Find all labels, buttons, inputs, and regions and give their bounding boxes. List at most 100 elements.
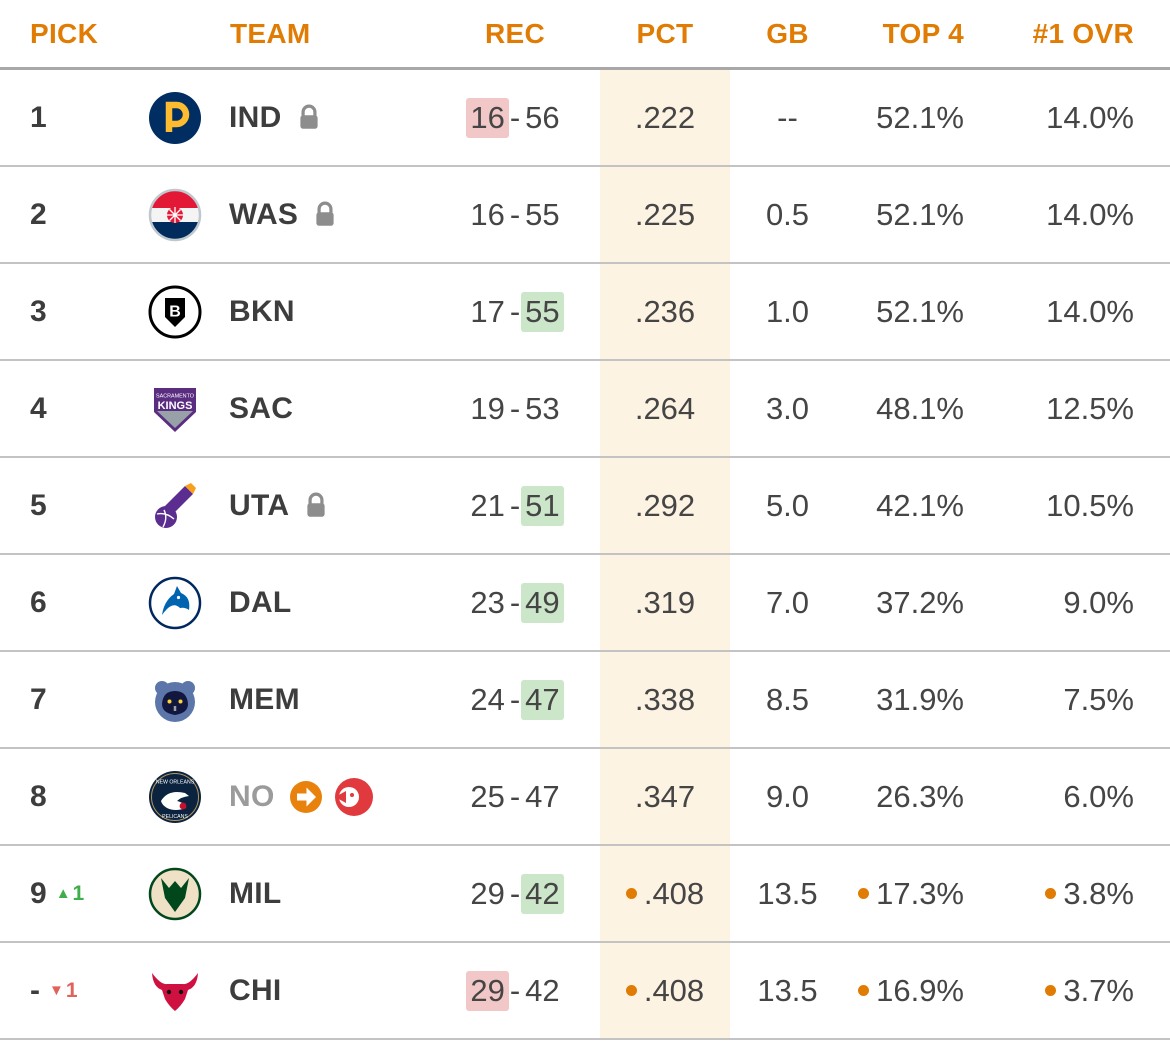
gb-value: 1.0 bbox=[765, 293, 810, 329]
record-losses: 49 bbox=[521, 582, 564, 623]
table-row[interactable]: 4 SACRAMENTO KINGS SAC 19-53 .264 3.0 48.… bbox=[0, 361, 1170, 458]
team-cell: B BKN bbox=[135, 264, 430, 359]
pct-cell: .347 bbox=[600, 749, 730, 844]
table-row[interactable]: 2 WAS 16-55 .225 0.5 52.1% 14.0% bbox=[0, 167, 1170, 264]
header-top4[interactable]: TOP 4 bbox=[882, 17, 964, 49]
record-dash: - bbox=[509, 584, 521, 620]
pct-cell: .408 bbox=[600, 846, 730, 941]
tie-dot-icon bbox=[625, 888, 637, 899]
pick-cell: 5 bbox=[0, 458, 135, 553]
pick-number: 1 bbox=[30, 100, 47, 134]
svg-text:PELICANS: PELICANS bbox=[162, 814, 188, 820]
team-cell: NEW ORLEANS PELICANS NO bbox=[135, 749, 430, 844]
record-dash: - bbox=[509, 972, 521, 1008]
top4-value: 17.3% bbox=[876, 875, 964, 911]
pick-number: 3 bbox=[30, 294, 47, 328]
gb-cell: 13.5 bbox=[730, 943, 845, 1038]
header-pct[interactable]: PCT bbox=[636, 17, 694, 49]
top4-value: 52.1% bbox=[876, 99, 964, 135]
record-dash: - bbox=[509, 293, 521, 329]
tie-dot-icon bbox=[625, 985, 637, 996]
top4-value: 52.1% bbox=[876, 196, 964, 232]
record-wins: 29 bbox=[466, 970, 509, 1011]
number-one-cell: 3.7% bbox=[1000, 943, 1170, 1038]
trade-arrow-icon bbox=[289, 780, 323, 814]
no-pelicans-logo: NEW ORLEANS PELICANS bbox=[147, 769, 203, 825]
movement-arrow-icon: ▲ bbox=[55, 885, 71, 902]
gb-value: 5.0 bbox=[765, 487, 810, 523]
record-wins: 19 bbox=[470, 390, 505, 426]
atl-hawks-logo[interactable] bbox=[333, 776, 375, 818]
pct-cell: .292 bbox=[600, 458, 730, 553]
gb-cell: 0.5 bbox=[730, 167, 845, 262]
pct-value: .408 bbox=[643, 875, 705, 911]
record-dash: - bbox=[509, 196, 521, 232]
pct-value: .222 bbox=[634, 99, 696, 135]
team-abbr[interactable]: MEM bbox=[229, 682, 300, 716]
chi-bulls-logo bbox=[147, 963, 203, 1019]
top4-cell: 31.9% bbox=[845, 652, 1000, 747]
table-row[interactable]: 6 DAL 23-49 .319 7.0 37.2% 9.0% bbox=[0, 555, 1170, 652]
lock-icon bbox=[303, 492, 329, 520]
gb-cell: 8.5 bbox=[730, 652, 845, 747]
top4-value: 26.3% bbox=[876, 778, 964, 814]
record-wins: 16 bbox=[466, 97, 509, 138]
team-abbr[interactable]: CHI bbox=[229, 973, 282, 1007]
team-abbr[interactable]: DAL bbox=[229, 585, 292, 619]
tie-dot-icon bbox=[1045, 888, 1057, 899]
pct-value: .225 bbox=[634, 196, 696, 232]
pct-value: .236 bbox=[634, 293, 696, 329]
table-row[interactable]: 1 IND 16-56 .222 -- 52.1% 14.0% bbox=[0, 70, 1170, 167]
gb-value: 7.0 bbox=[765, 584, 810, 620]
record-dash: - bbox=[509, 875, 521, 911]
number-one-cell: 14.0% bbox=[1000, 264, 1170, 359]
gb-cell: 7.0 bbox=[730, 555, 845, 650]
table-row[interactable]: 9 ▲ 1 MIL 29-42 .408 13.5 17.3% 3.8% bbox=[0, 846, 1170, 943]
tie-dot-icon bbox=[858, 888, 870, 899]
pick-cell: 8 bbox=[0, 749, 135, 844]
record-wins: 16 bbox=[470, 196, 505, 232]
team-abbr[interactable]: SAC bbox=[229, 391, 294, 425]
number-one-cell: 14.0% bbox=[1000, 167, 1170, 262]
gb-cell: 9.0 bbox=[730, 749, 845, 844]
table-header: PICK TEAM REC PCT GB TOP 4 #1 OVR bbox=[0, 0, 1170, 70]
table-row[interactable]: - ▼ 1 CHI 29-42 .408 13.5 16.9% 3.7% bbox=[0, 943, 1170, 1040]
header-pick[interactable]: PICK bbox=[30, 17, 99, 49]
record-wins: 24 bbox=[470, 681, 505, 717]
number-one-cell: 14.0% bbox=[1000, 70, 1170, 165]
team-abbr[interactable]: MIL bbox=[229, 876, 282, 910]
top4-value: 42.1% bbox=[876, 487, 964, 523]
record-losses: 51 bbox=[521, 485, 564, 526]
number-one-cell: 7.5% bbox=[1000, 652, 1170, 747]
table-row[interactable]: 5 UTA 21-51 .292 5.0 42.1% 10.5% bbox=[0, 458, 1170, 555]
pick-cell: 2 bbox=[0, 167, 135, 262]
record-cell: 17-55 bbox=[430, 264, 600, 359]
record-losses: 42 bbox=[521, 873, 564, 914]
pct-cell: .225 bbox=[600, 167, 730, 262]
record-losses: 42 bbox=[525, 972, 560, 1008]
table-row[interactable]: 8 NEW ORLEANS PELICANS NO 25-47 .347 9.0 … bbox=[0, 749, 1170, 846]
table-row[interactable]: 3 B BKN 17-55 .236 1.0 52.1% 14.0% bbox=[0, 264, 1170, 361]
header-rec[interactable]: REC bbox=[484, 17, 546, 49]
table-row[interactable]: 7 MEM 24-47 .338 8.5 31.9% 7.5% bbox=[0, 652, 1170, 749]
pct-cell: .408 bbox=[600, 943, 730, 1038]
header-team[interactable]: TEAM bbox=[230, 17, 311, 49]
number-one-value: 14.0% bbox=[1046, 293, 1134, 329]
gb-cell: 1.0 bbox=[730, 264, 845, 359]
header-number-one-overall[interactable]: #1 OVR bbox=[1032, 17, 1134, 49]
record-dash: - bbox=[509, 778, 521, 814]
team-abbr[interactable]: IND bbox=[229, 100, 282, 134]
team-abbr[interactable]: UTA bbox=[229, 488, 290, 522]
top4-value: 16.9% bbox=[876, 972, 964, 1008]
number-one-cell: 6.0% bbox=[1000, 749, 1170, 844]
pct-cell: .222 bbox=[600, 70, 730, 165]
team-cell: IND bbox=[135, 70, 430, 165]
header-gb[interactable]: GB bbox=[766, 17, 809, 49]
top4-cell: 52.1% bbox=[845, 167, 1000, 262]
team-abbr[interactable]: WAS bbox=[229, 197, 299, 231]
record-wins: 29 bbox=[470, 875, 505, 911]
tie-dot-icon bbox=[1045, 985, 1057, 996]
team-abbr[interactable]: NO bbox=[229, 779, 275, 813]
team-abbr[interactable]: BKN bbox=[229, 294, 295, 328]
